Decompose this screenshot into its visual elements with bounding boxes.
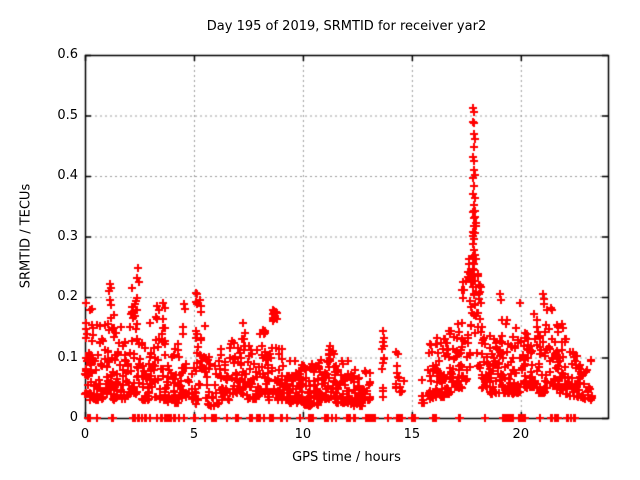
x-axis-label: GPS time / hours [292, 450, 401, 465]
y-tick-label: 0.2 [57, 289, 78, 304]
x-tick-label: 0 [80, 427, 90, 442]
x-tick-label: 20 [512, 427, 530, 442]
y-tick-label: 0 [69, 410, 78, 425]
x-tick-label: 15 [403, 427, 421, 442]
y-tick-label: 0.5 [57, 107, 78, 123]
y-tick-label: 0.6 [57, 47, 78, 62]
chart-title: Day 195 of 2019, SRMTID for receiver yar… [206, 19, 487, 34]
y-tick-label: 0.4 [57, 168, 78, 183]
x-tick-label: 10 [294, 427, 312, 442]
x-tick-label: 5 [189, 427, 199, 442]
y-tick-label: 0.1 [57, 349, 78, 365]
y-tick-label: 0.3 [57, 228, 78, 244]
